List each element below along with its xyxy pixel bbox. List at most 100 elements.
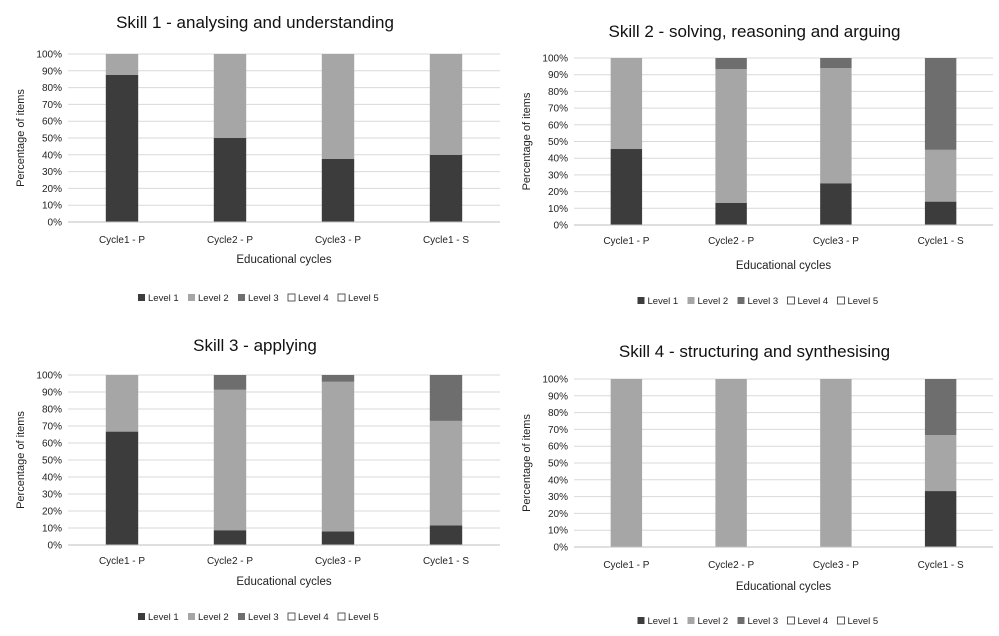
y-tick-label: 10% xyxy=(42,201,62,212)
legend-label: Level 5 xyxy=(848,616,879,627)
bar-segment-level-1-cycle2-p xyxy=(213,138,247,222)
y-tick-label: 30% xyxy=(548,170,568,181)
legend-swatch xyxy=(737,297,745,304)
legend-swatch xyxy=(138,294,145,301)
y-tick-label: 50% xyxy=(548,137,568,148)
bar-segment-level-2-cycle1-p xyxy=(610,379,643,547)
bar-segment-level-2-cycle1-s xyxy=(924,149,957,202)
bar-segment-level-3-cycle1-s xyxy=(924,379,957,436)
y-tick-label: 0% xyxy=(554,221,569,232)
y-tick-label: 100% xyxy=(36,50,62,61)
legend-swatch xyxy=(188,613,195,620)
legend-item-level-2: Level 2 xyxy=(188,612,229,623)
y-tick-label: 100% xyxy=(542,375,568,386)
y-tick-label: 70% xyxy=(42,422,62,433)
legend-swatch xyxy=(238,294,245,301)
chart-svg: Skill 1 - analysing and understanding 0% 1… xyxy=(15,13,500,304)
bar-segment-level-1-cycle3-p xyxy=(321,159,355,222)
y-tick-label: 80% xyxy=(548,408,568,419)
y-axis-label: Percentage of items xyxy=(15,89,27,187)
bar-segment-level-1-cycle1-p xyxy=(610,149,643,225)
bar-segment-level-1-cycle3-p xyxy=(321,531,355,545)
y-tick-label: 30% xyxy=(548,492,568,503)
legend-label: Level 3 xyxy=(248,293,279,304)
legend-swatch xyxy=(787,296,795,305)
y-axis-label: Percentage of items xyxy=(521,92,533,190)
legend-label: Level 5 xyxy=(348,612,379,623)
y-tick-label: 40% xyxy=(42,150,62,161)
chart-svg: Skill 3 - applying 0% 10% 20% 30% 40% 50% 60% 70… xyxy=(15,336,500,623)
y-tick-label: 70% xyxy=(548,104,568,115)
bar-segment-level-1-cycle1-s xyxy=(924,491,957,547)
y-tick-label: 80% xyxy=(548,87,568,98)
y-tick-label: 90% xyxy=(548,391,568,402)
bar-segment-level-2-cycle1-s xyxy=(429,54,463,155)
x-tick-label: Cycle1 - P xyxy=(603,236,649,247)
bar-segment-level-2-cycle1-p xyxy=(105,54,139,75)
bar-segment-level-2-cycle3-p xyxy=(820,68,852,184)
x-tick-label: Cycle3 - P xyxy=(813,236,859,247)
bar-segment-level-2-cycle3-p xyxy=(820,379,852,547)
chart-title: Skill 1 - analysing and understanding xyxy=(116,13,394,32)
bar-segment-level-3-cycle2-p xyxy=(715,58,747,70)
legend-item-level-3: Level 3 xyxy=(238,293,279,304)
bar-segment-level-2-cycle2-p xyxy=(715,379,747,547)
legend-item-level-2: Level 2 xyxy=(188,293,229,304)
x-tick-label: Cycle2 - P xyxy=(708,236,754,247)
y-axis-label: Percentage of items xyxy=(521,414,533,512)
legend-item-level-3: Level 3 xyxy=(737,296,778,307)
y-tick-label: 0% xyxy=(48,541,63,552)
bar-segment-level-2-cycle1-p xyxy=(105,375,139,432)
y-tick-label: 20% xyxy=(42,507,62,518)
x-axis-label: Educational cycles xyxy=(236,254,331,266)
y-tick-label: 30% xyxy=(42,490,62,501)
y-tick-label: 70% xyxy=(548,425,568,436)
bar-segment-level-3-cycle2-p xyxy=(213,375,247,390)
y-tick-label: 30% xyxy=(42,167,62,178)
y-tick-label: 20% xyxy=(548,187,568,198)
legend-item-level-3: Level 3 xyxy=(737,616,779,627)
bar-segment-level-2-cycle3-p xyxy=(321,381,355,532)
legend-swatch xyxy=(637,297,645,304)
legend-item-level-4: Level 4 xyxy=(787,296,829,307)
chart-title: Skill 2 - solving, reasoning and arguing xyxy=(608,22,900,41)
bar-segment-level-2-cycle2-p xyxy=(213,54,247,138)
chart-svg: Skill 2 - solving, reasoning and arguing… xyxy=(521,22,993,307)
legend-item-level-1: Level 1 xyxy=(637,296,678,307)
y-tick-label: 100% xyxy=(542,54,568,65)
bar-segment-level-2-cycle1-s xyxy=(429,420,463,526)
legend-label: Level 1 xyxy=(148,293,179,304)
bar-segment-level-2-cycle3-p xyxy=(321,54,355,159)
legend-label: Level 2 xyxy=(198,293,229,304)
legend-item-level-5: Level 5 xyxy=(837,616,879,627)
x-tick-label: Cycle1 - P xyxy=(99,556,145,567)
chart-panel-skill-2: Skill 2 - solving, reasoning and arguing… xyxy=(510,0,999,315)
legend-item-level-1: Level 1 xyxy=(138,293,179,304)
legend-swatch xyxy=(238,613,245,620)
legend-item-level-1: Level 1 xyxy=(637,616,678,627)
bar-segment-level-2-cycle2-p xyxy=(213,389,247,531)
legend-label: Level 4 xyxy=(798,296,829,307)
legend-label: Level 5 xyxy=(348,293,379,304)
legend-swatch xyxy=(787,616,795,625)
legend-item-level-4: Level 4 xyxy=(787,616,829,627)
legend-swatch xyxy=(837,616,845,625)
bar-segment-level-1-cycle2-p xyxy=(715,202,747,225)
y-tick-label: 60% xyxy=(548,120,568,131)
legend-item-level-5: Level 5 xyxy=(837,296,878,307)
chart-panel-skill-3: Skill 3 - applying 0% 10% 20% 30% 40% 50% 60% 70… xyxy=(0,318,510,631)
x-tick-label: Cycle2 - P xyxy=(207,235,253,246)
legend-swatch xyxy=(337,612,346,621)
chart-panel-skill-4: Skill 4 - structuring and synthesising 0%… xyxy=(510,318,999,631)
legend-swatch xyxy=(138,613,145,620)
legend-item-level-2: Level 2 xyxy=(687,616,728,627)
bar-segment-level-1-cycle2-p xyxy=(213,530,247,545)
legend-label: Level 3 xyxy=(748,616,779,627)
y-tick-label: 0% xyxy=(48,218,63,229)
legend-label: Level 4 xyxy=(298,293,329,304)
y-tick-label: 90% xyxy=(548,70,568,81)
legend-item-level-4: Level 4 xyxy=(287,293,329,304)
legend-label: Level 4 xyxy=(798,616,829,627)
x-tick-label: Cycle2 - P xyxy=(207,556,253,567)
